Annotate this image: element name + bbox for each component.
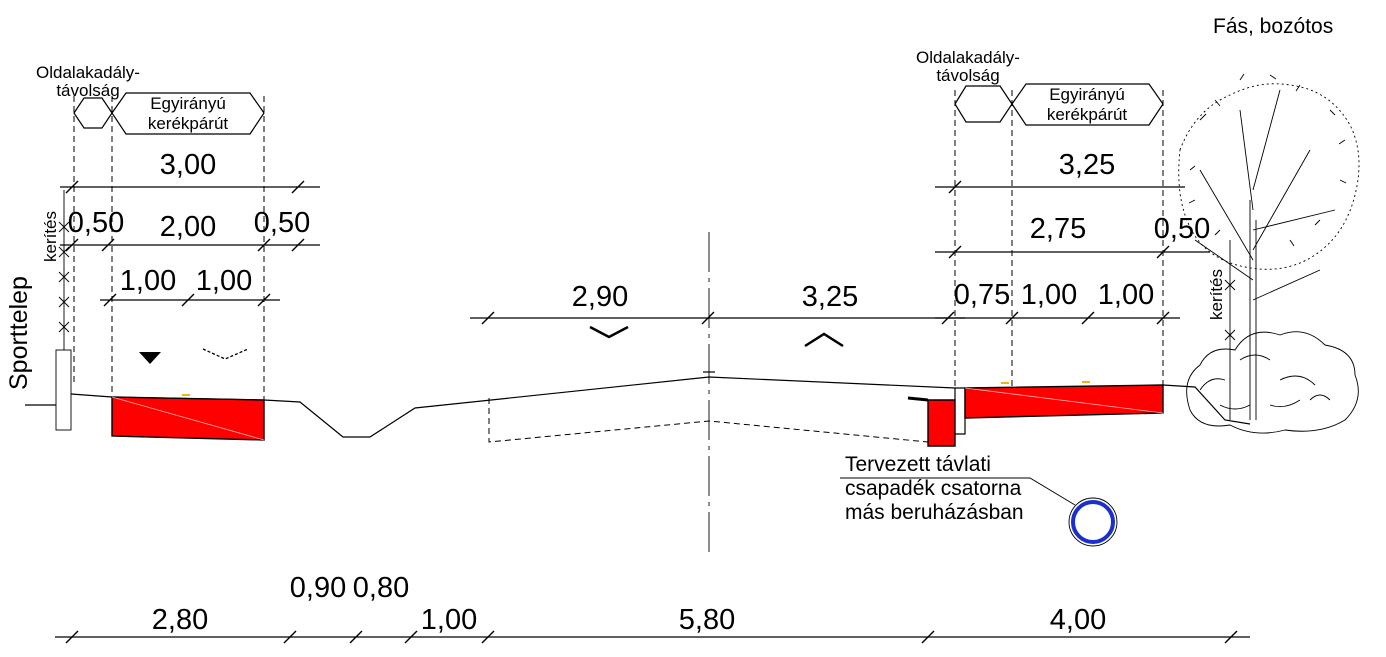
- bike-label-right-1: Egyirányú: [1049, 85, 1125, 104]
- dim-tick: [257, 238, 271, 252]
- dim-left-low-2: 1,00: [196, 265, 252, 297]
- dim-tick: [291, 180, 305, 194]
- hatch-line: [111, 396, 265, 441]
- drain-label-2: csapadék csatorna: [845, 477, 1022, 500]
- dim-tick: [291, 238, 305, 252]
- drain-pipe-outline: [1068, 497, 1118, 547]
- dim-tick: [948, 180, 962, 194]
- bike-label-left-1: Egyirányú: [150, 94, 226, 113]
- dim-tick: [948, 245, 962, 259]
- dim-right-mid-2: 0,50: [1154, 213, 1210, 245]
- dim-tick: [1156, 311, 1170, 325]
- shrub-icon: [1186, 331, 1359, 434]
- vegetation-label: Fás, bozótos: [1213, 15, 1333, 38]
- dim-bottom-2: 0,90: [290, 572, 346, 604]
- clearance-label-right-1: Oldalakadály-: [916, 48, 1020, 67]
- dim-tick: [181, 293, 195, 307]
- bike-label-left-2: kerékpárút: [148, 114, 229, 133]
- dim-left-low-1: 1,00: [120, 265, 176, 297]
- level-marker-dashed: [202, 348, 249, 360]
- sporttelep-label: Sporttelep: [5, 276, 33, 390]
- drain-label-3: más beruházásban: [845, 501, 1024, 524]
- dim-tick: [65, 180, 79, 194]
- dim-right-mid-1: 2,75: [1030, 213, 1086, 245]
- dim-bottom-5: 5,80: [679, 604, 735, 636]
- dim-tick: [404, 630, 418, 644]
- bike-label-right-2: kerékpárút: [1047, 105, 1128, 124]
- dim-right-top: 3,25: [1059, 149, 1115, 181]
- dim-right-low-1: 0,75: [954, 279, 1010, 311]
- clearance-label-left-1: Oldalakadály-: [36, 63, 140, 82]
- fence-label-left: kerítés: [41, 211, 60, 262]
- drain-leader-line: [840, 477, 1076, 506]
- clearance-tag-left: [73, 97, 113, 129]
- dim-right-low-2: 1,00: [1021, 279, 1077, 311]
- dim-left-top: 3,00: [160, 149, 216, 181]
- dim-tick: [257, 293, 271, 307]
- fence-crosses-right: [1224, 279, 1236, 341]
- dim-road-2: 3,25: [802, 281, 858, 313]
- future-road-outline: [488, 398, 929, 443]
- dim-left-mid-1: 0,50: [68, 207, 124, 239]
- drain-pipe-icon: [1071, 500, 1115, 544]
- dim-tick: [921, 630, 935, 644]
- dim-left-mid-2: 2,00: [160, 211, 216, 243]
- tree-icon: [1178, 73, 1360, 420]
- hatch-line: [964, 387, 1164, 414]
- dim-tick: [1005, 311, 1019, 325]
- clearance-label-right-2: távolság: [936, 66, 999, 85]
- dim-bottom-6: 4,00: [1050, 604, 1106, 636]
- dim-tick: [1224, 630, 1238, 644]
- dim-tick: [481, 311, 495, 325]
- dim-bottom-3: 0,80: [353, 572, 409, 604]
- fence-label-right: kerítés: [1207, 269, 1226, 320]
- clearance-tag-right: [954, 85, 1013, 123]
- bike-path-layer-right: [964, 384, 1164, 419]
- dim-tick: [481, 630, 495, 644]
- dim-road-1: 2,90: [572, 281, 628, 313]
- fence-post-left: [55, 349, 72, 431]
- slope-chevron-down: [589, 325, 629, 339]
- slope-chevron-up: [804, 332, 844, 348]
- drain-label-1: Tervezett távlati: [845, 453, 991, 476]
- dim-tick: [349, 630, 363, 644]
- level-marker-left: [139, 352, 161, 364]
- clearance-label-left-2: távolság: [56, 81, 119, 100]
- dim-tick: [65, 630, 79, 644]
- curb-outline: [954, 387, 966, 435]
- dim-tick: [101, 238, 115, 252]
- dim-tick: [1156, 245, 1170, 259]
- dim-tick: [65, 238, 79, 252]
- curb-edge: [907, 396, 929, 402]
- dim-bottom-1: 2,80: [152, 604, 208, 636]
- dim-tick: [701, 311, 715, 325]
- ground-right: [1162, 384, 1251, 425]
- curb-block-right: [927, 399, 956, 447]
- bike-tag-left: [111, 92, 265, 135]
- dim-bottom-4: 1,00: [421, 604, 477, 636]
- fence-crosses-left: [58, 221, 70, 333]
- dim-right-low-3: 1,00: [1098, 279, 1154, 311]
- dim-left-mid-3: 0,50: [254, 207, 310, 239]
- dim-tick: [283, 630, 297, 644]
- dim-tick: [103, 293, 117, 307]
- dim-tick: [1081, 311, 1095, 325]
